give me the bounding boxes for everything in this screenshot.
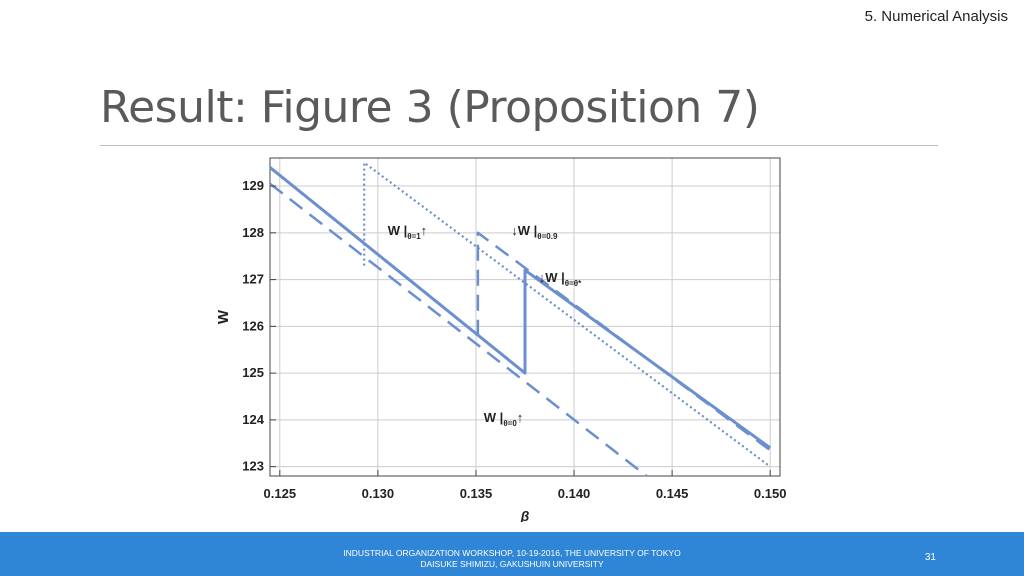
footer-line-2: DAISUKE SHIMIZU, GAKUSHUIN UNIVERSITY xyxy=(420,559,604,569)
y-tick-label: 124 xyxy=(242,412,264,427)
series-line-1 xyxy=(269,166,772,450)
plot-frame xyxy=(269,157,781,477)
series-line-4 xyxy=(269,182,648,477)
x-tick-label: 0.130 xyxy=(362,486,395,501)
x-tick-label: 0.150 xyxy=(754,486,787,501)
series-line-2 xyxy=(363,161,771,468)
chart-ticks: 0.125 0.130 0.135 0.140 0.145 0.150 123 124 125 1… xyxy=(242,178,786,501)
annotation-label-3: ↓W |θ=θ* xyxy=(539,270,582,288)
page-number: 31 xyxy=(924,552,936,563)
y-tick-label: 127 xyxy=(242,272,264,287)
x-tick-label: 0.140 xyxy=(558,486,591,501)
chart-series xyxy=(269,161,772,477)
slide-title: Result: Figure 3 (Proposition 7) xyxy=(100,82,760,133)
section-label: 5. Numerical Analysis xyxy=(864,8,1008,25)
y-tick-label: 126 xyxy=(242,318,264,333)
welfare-line-chart: 0.125 0.130 0.135 0.140 0.145 0.150 123 124 125 1… xyxy=(215,157,786,522)
annotation-label-1: W |θ=1↑ xyxy=(388,223,427,241)
y-axis-label: W xyxy=(215,309,232,324)
series-line-3 xyxy=(476,231,771,452)
x-axis-label: β xyxy=(520,508,530,522)
y-tick-label: 125 xyxy=(242,365,264,380)
footer-bar xyxy=(0,532,1024,576)
y-tick-label: 123 xyxy=(242,459,264,474)
chart-annotations: W |θ=1↑ ↓W |θ=0.9 ↓W |θ=θ* W |θ=0↑ xyxy=(388,223,582,428)
y-tick-label: 128 xyxy=(242,225,264,240)
footer-line-1: INDUSTRIAL ORGANIZATION WORKSHOP, 10-19-… xyxy=(343,548,681,558)
x-tick-label: 0.145 xyxy=(656,486,689,501)
x-tick-label: 0.135 xyxy=(460,486,493,501)
x-tick-label: 0.125 xyxy=(264,486,297,501)
annotation-label-2: ↓W |θ=0.9 xyxy=(511,223,558,241)
annotation-label-4: W |θ=0↑ xyxy=(484,410,523,428)
footer-text: INDUSTRIAL ORGANIZATION WORKSHOP, 10-19-… xyxy=(0,548,1024,570)
y-tick-label: 129 xyxy=(242,178,264,193)
title-divider xyxy=(100,145,938,146)
